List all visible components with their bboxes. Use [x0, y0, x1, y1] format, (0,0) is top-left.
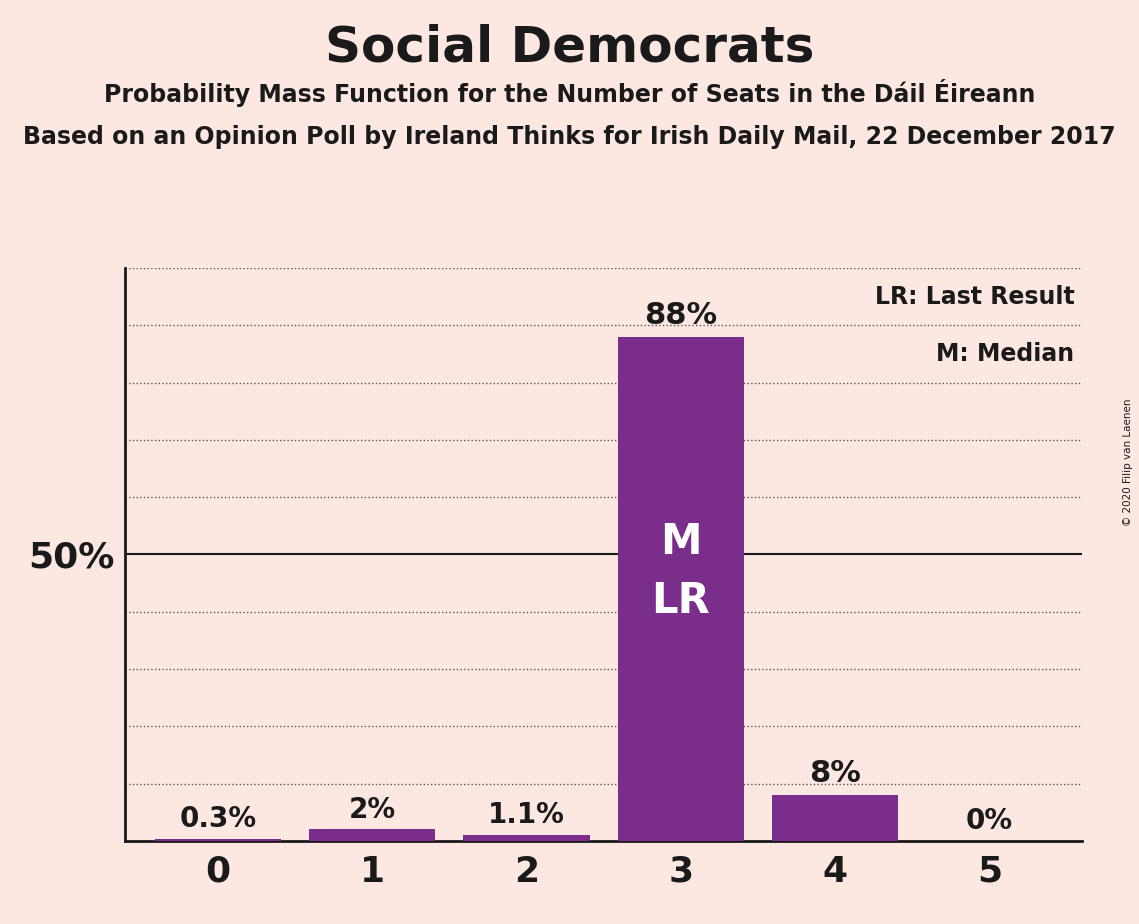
- Text: 2%: 2%: [349, 796, 395, 823]
- Text: LR: Last Result: LR: Last Result: [875, 286, 1074, 310]
- Text: 0%: 0%: [966, 807, 1013, 835]
- Bar: [155, 839, 281, 841]
- Bar: [309, 830, 435, 841]
- Text: Probability Mass Function for the Number of Seats in the Dáil Éireann: Probability Mass Function for the Number…: [104, 79, 1035, 106]
- Bar: [464, 834, 590, 841]
- Bar: [617, 336, 744, 841]
- Text: 1.1%: 1.1%: [489, 801, 565, 829]
- Text: © 2020 Filip van Laenen: © 2020 Filip van Laenen: [1123, 398, 1133, 526]
- Text: M: Median: M: Median: [936, 343, 1074, 367]
- Text: Based on an Opinion Poll by Ireland Thinks for Irish Daily Mail, 22 December 201: Based on an Opinion Poll by Ireland Thin…: [23, 125, 1116, 149]
- Bar: [772, 795, 899, 841]
- Text: M
LR: M LR: [652, 521, 711, 622]
- Text: 0.3%: 0.3%: [179, 806, 256, 833]
- Text: 88%: 88%: [645, 301, 718, 330]
- Text: 8%: 8%: [809, 760, 861, 788]
- Text: Social Democrats: Social Democrats: [325, 23, 814, 71]
